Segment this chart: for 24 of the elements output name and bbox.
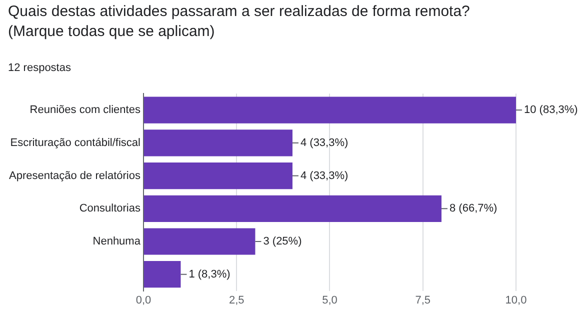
y-tick-label: Consultorias	[79, 202, 141, 215]
bar	[144, 162, 292, 190]
data-label: 1 (8,3%)	[188, 268, 230, 280]
bar	[144, 261, 181, 288]
chart-title: Quais destas atividades passaram a ser realizadas de forma remota? (Marque todas que se aplicam)	[8, 2, 471, 42]
bar	[144, 228, 256, 255]
y-tick-label: Apresentação de relatórios	[9, 170, 141, 182]
data-label: 4 (33,3%)	[300, 136, 348, 149]
x-tick-label: 10,0	[505, 294, 527, 306]
x-tick-label: 0,0	[136, 294, 152, 306]
bar	[144, 195, 442, 222]
x-tick-label: 2,5	[228, 294, 244, 306]
y-tick-label: Escrituração contábil/fiscal	[10, 136, 140, 149]
text: 12 respostas	[8, 62, 71, 74]
data-label: 3 (25%)	[263, 236, 302, 248]
data-label: 4 (33,3%)	[300, 170, 348, 182]
x-tick-label: 7,5	[415, 294, 431, 306]
data-label: 8 (66,7%)	[449, 202, 498, 215]
bar	[144, 130, 292, 156]
y-tick-label: Nenhuma	[92, 236, 142, 248]
data-label: 10 (83,3%)	[524, 104, 578, 116]
x-tick-label: 5,0	[322, 294, 338, 306]
bar	[144, 96, 516, 124]
y-tick-label: Reuniões com clientes	[30, 104, 141, 116]
